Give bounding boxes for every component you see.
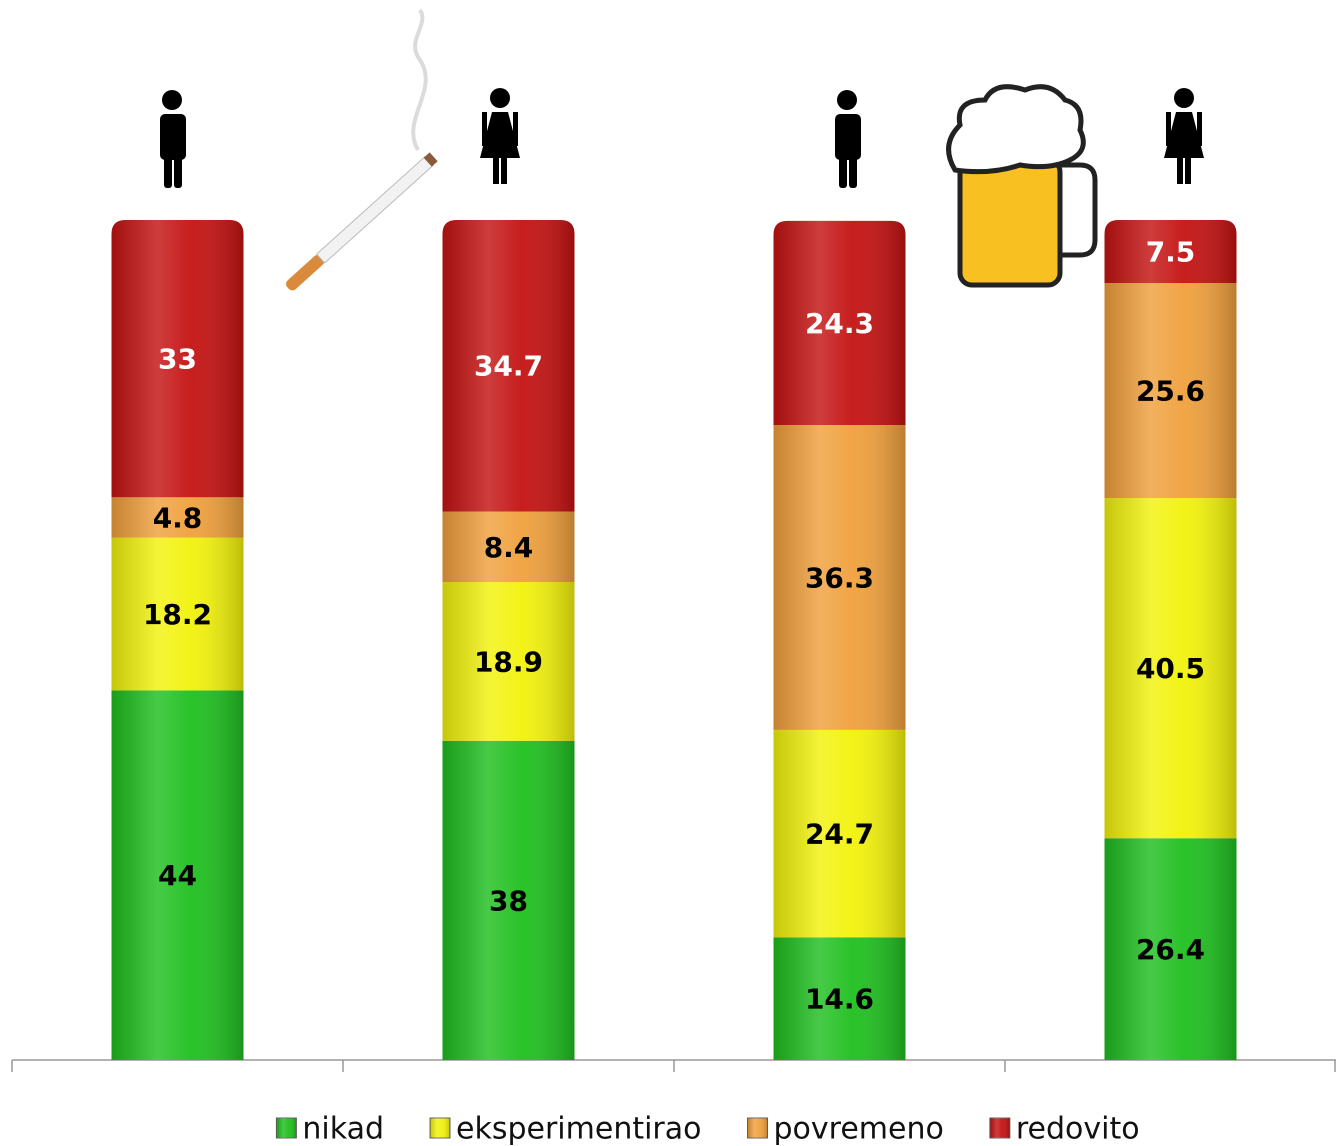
data-label: 36.3 <box>805 561 874 594</box>
legend-item: nikad <box>276 1112 384 1146</box>
male-icon <box>835 90 861 188</box>
legend: nikad eksperimentirao povremeno redovito <box>276 1112 1139 1146</box>
data-label: 40.5 <box>1136 652 1205 685</box>
data-label: 25.6 <box>1136 375 1205 408</box>
data-label: 44 <box>158 859 197 892</box>
chart: 44 18.2 4.8 33 38 18.9 8.4 34.7 14.6 24.7 36.3 24.3… <box>0 0 1336 1146</box>
decorations <box>160 10 1204 292</box>
data-label: 24.3 <box>805 307 874 340</box>
plot-area: 44 18.2 4.8 33 38 18.9 8.4 34.7 14.6 24.7 36.3 24.3… <box>12 220 1336 1072</box>
legend-item: eksperimentirao <box>430 1112 702 1146</box>
data-label: 18.9 <box>474 645 543 678</box>
legend-swatch-shine <box>430 1118 450 1138</box>
data-label: 38 <box>489 884 528 917</box>
data-label: 8.4 <box>484 531 534 564</box>
female-icon <box>1164 88 1204 184</box>
data-label: 4.8 <box>153 501 203 534</box>
legend-label: eksperimentirao <box>456 1112 702 1146</box>
data-label: 7.5 <box>1146 236 1196 269</box>
legend-item: redovito <box>990 1112 1140 1146</box>
legend-swatch-shine <box>748 1118 768 1138</box>
legend-label: redovito <box>1016 1112 1140 1146</box>
data-label: 34.7 <box>474 350 543 383</box>
male-icon <box>160 90 186 188</box>
data-label: 14.6 <box>805 983 874 1016</box>
legend-item: povremeno <box>748 1112 944 1146</box>
data-label: 26.4 <box>1136 933 1205 966</box>
legend-label: povremeno <box>774 1112 944 1146</box>
legend-swatch-shine <box>276 1118 296 1138</box>
cigarette-icon <box>284 152 438 292</box>
legend-swatch-shine <box>990 1118 1010 1138</box>
data-label: 33 <box>158 343 197 376</box>
legend-label: nikad <box>302 1112 384 1146</box>
female-icon <box>480 88 520 184</box>
data-label: 18.2 <box>143 598 212 631</box>
beer-icon <box>949 87 1095 285</box>
data-label: 24.7 <box>805 818 874 851</box>
smoke <box>413 10 426 150</box>
